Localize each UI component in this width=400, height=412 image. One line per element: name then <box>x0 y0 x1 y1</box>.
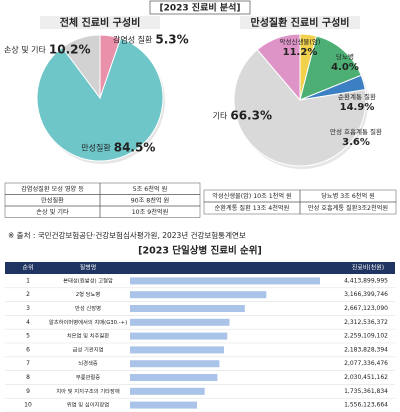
pie-title-bg <box>240 16 360 29</box>
pie-slice <box>233 48 367 167</box>
value-label: 2,077,336,476 <box>344 360 388 367</box>
rank: 2 <box>26 291 30 298</box>
pie-title: 전체 진료비 구성비 <box>60 16 141 29</box>
table-text: 10조 9천억원 <box>132 208 169 216</box>
table-text: 90조 8천억 원 <box>131 196 170 204</box>
value-label: 1,556,123,664 <box>344 402 388 409</box>
disease-name: 급성 기관지염 <box>73 345 104 353</box>
rank: 7 <box>26 360 30 367</box>
bar <box>130 305 245 312</box>
value-label: 14.9% <box>340 102 375 113</box>
disease-name: 무릎관절증 <box>76 373 100 381</box>
disease-name: 치은염 및 치주질환 <box>67 332 109 340</box>
slice-label: 만성 호흡계통 질환 <box>330 127 382 136</box>
bar <box>130 387 205 395</box>
disease-name: 만성 신장병 <box>75 304 101 312</box>
bar <box>130 332 228 340</box>
disease-name: 2형 당뇨병 <box>76 290 101 298</box>
table-text: 감염성질환 모성 영양 등 <box>21 185 84 193</box>
value-label: 3.6% <box>342 137 370 148</box>
rank: 3 <box>26 305 30 312</box>
disease-name: 알츠하이머병에서의 치매(G30.-+) <box>49 318 127 326</box>
rank: 6 <box>26 346 30 353</box>
value-label: 66.3% <box>230 109 272 123</box>
rank: 8 <box>26 374 30 381</box>
slice-label: 만성질환 <box>81 143 111 153</box>
rank: 5 <box>26 333 30 340</box>
value-label: 4,413,899,995 <box>344 277 388 284</box>
slice-label: 순환계통 질환 <box>338 92 376 101</box>
table-cell <box>299 201 397 215</box>
value-label: 3,166,399,746 <box>344 291 388 298</box>
table-text: 당뇨병 3조 6천억 원 <box>321 192 375 200</box>
rank: 1 <box>26 277 30 284</box>
rank: 9 <box>26 388 30 395</box>
slice-label: 손상 및 기타 <box>4 45 47 55</box>
value-label: 2,030,451,162 <box>344 374 388 381</box>
pie-slice <box>61 34 101 100</box>
pie-slice <box>36 37 164 162</box>
bar <box>130 360 220 368</box>
page-title: [2023 진료비 분석] <box>160 2 241 14</box>
table-text: 만성 호흡계통 질환3조2천억원 <box>308 204 388 212</box>
table-text: 악성신생물(암) 10조 1천억 원 <box>212 192 292 200</box>
column-header: 진료비(천원) <box>352 264 384 272</box>
value-label: 4.0% <box>331 62 359 73</box>
value-label: 5.3% <box>155 33 188 47</box>
slice-label: 감염성 질환 <box>113 35 153 45</box>
value-label: 2,312,536,372 <box>344 319 388 326</box>
value-label: 84.5% <box>114 141 156 155</box>
pie-title: 만성질환 진료비 구성비 <box>251 16 350 29</box>
disease-name: 뇌경색증 <box>78 359 98 367</box>
disease-name: 치아 및 지지구조의 기타장애 <box>56 387 120 395</box>
slice-label: 기타 <box>213 112 228 121</box>
bar <box>130 277 320 285</box>
table-text: 만성질환 <box>41 196 64 204</box>
pie-slice <box>256 33 301 102</box>
slice-label: 악성신생물(암) <box>280 37 321 46</box>
bar <box>130 318 230 326</box>
bar <box>130 291 267 299</box>
table-text: 순환계통 질환 13조 4천억원 <box>215 204 290 212</box>
title-box <box>149 0 251 15</box>
rank: 10 <box>24 402 32 409</box>
bar <box>130 346 225 354</box>
pie-slice <box>299 35 362 101</box>
value-label: 2,667,123,090 <box>344 305 388 312</box>
value-label: 11.2% <box>283 47 318 58</box>
slice-label: 당뇨병 <box>336 52 354 61</box>
table-cell <box>99 205 201 218</box>
table-text: 5조 6천억 원 <box>133 185 168 193</box>
table-text: 손상 및 기타 <box>36 208 69 216</box>
pie-title-bg <box>40 16 160 29</box>
value-label: 2,183,828,394 <box>344 346 388 353</box>
rank: 4 <box>26 319 30 326</box>
table-header <box>5 262 395 274</box>
column-header: 질병명 <box>80 264 97 272</box>
disease-name: 위염 및 십이지장염 <box>67 401 109 409</box>
column-header: 순위 <box>22 264 33 272</box>
source: ※ 출처 : 국민건강보험공단·건강보험심사평가원, 2023년 건강보험통계연… <box>8 230 246 240</box>
chart-title: [2023 단일상병 진료비 순위] <box>138 245 262 257</box>
value-label: 2,259,109,102 <box>344 333 388 340</box>
value-label: 10.2% <box>49 43 91 57</box>
bar <box>130 374 218 381</box>
disease-name: 본태성(원발성) 고혈압 <box>63 276 113 284</box>
bar <box>130 401 197 409</box>
value-label: 1,735,361,834 <box>344 388 388 395</box>
